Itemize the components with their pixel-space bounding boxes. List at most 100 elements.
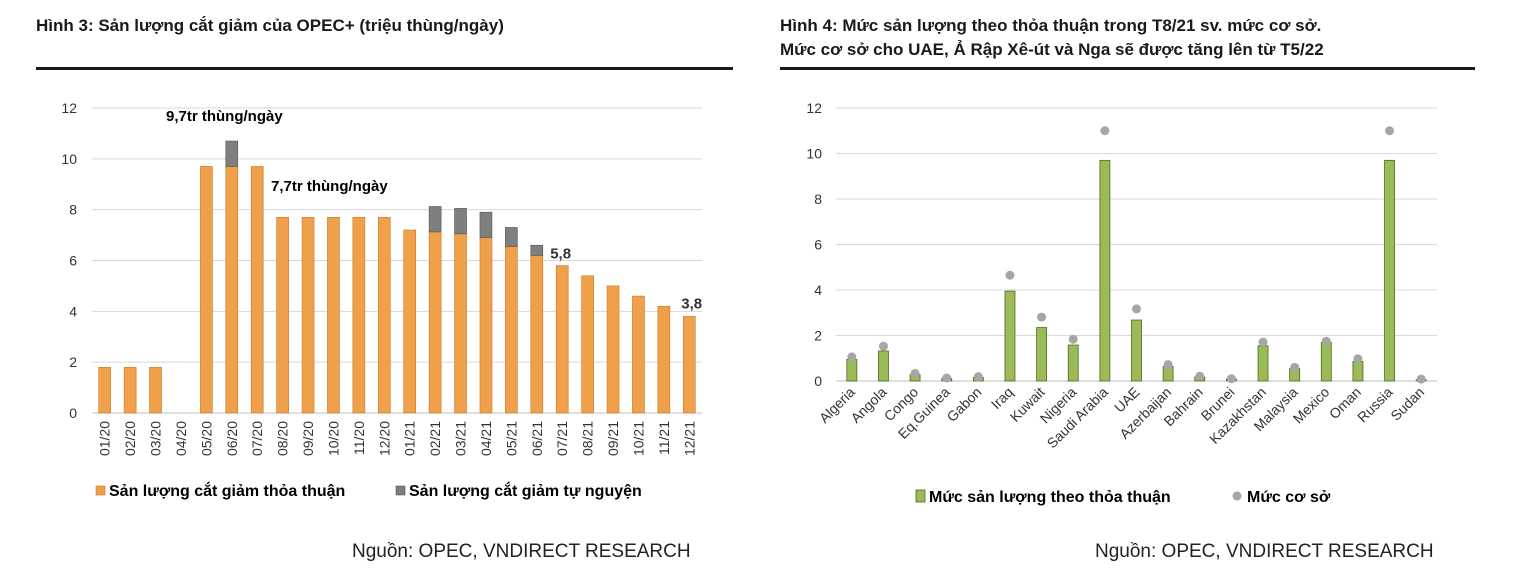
legend-swatch-agreed [95,485,106,496]
bar-agreed-cut [657,305,671,414]
y-tick-label: 2 [69,354,77,370]
x-tick-label: 03/21 [453,421,469,456]
x-tick-label: 08/21 [580,421,596,456]
baseline-dot [1258,337,1268,347]
baseline-dot [1100,126,1110,136]
baseline-dot [1385,126,1395,136]
baseline-dot [910,368,920,378]
bar-agreed-production [1004,290,1016,382]
baseline-dot [1005,270,1015,280]
x-tick-label: 07/20 [249,421,265,456]
x-tick-label: 03/20 [148,421,164,456]
y-tick-label: 8 [814,191,822,207]
baseline-dot [1321,336,1331,346]
baseline-dot [878,341,888,351]
y-tick-label: 0 [814,373,822,389]
baseline-dot [973,372,983,382]
x-tick-label: 06/20 [224,421,240,456]
bar-agreed-production [1131,319,1142,382]
bar-agreed-cut [581,275,594,414]
bar-agreed-production [1384,159,1395,382]
y-tick-label: 8 [69,202,77,218]
bar-agreed-cut [98,366,112,414]
figure-4-title-line2: Mức cơ sở cho UAE, Ả Rập Xê-út và Nga sẽ… [780,40,1324,59]
y-tick-label: 10 [806,146,822,162]
figure-3-source: Nguồn: OPEC, VNDIRECT RESEARCH [352,541,691,562]
baseline-dot [847,352,857,362]
y-tick-label: 0 [69,405,77,421]
x-tick-label: 06/21 [529,421,545,456]
bar-voluntary-cut [428,206,442,233]
bar-voluntary-cut [454,208,467,235]
baseline-dot [1195,371,1205,381]
baseline-dot [942,373,952,383]
legend-swatch-baseline [1232,491,1242,501]
bar-agreed-production [1320,341,1332,382]
bar-agreed-cut [403,229,417,414]
legend-label-baseline: Mức cơ sở [1247,489,1331,506]
annotation-value-3-8: 3,8 [681,295,702,312]
bar-agreed-cut [276,216,289,414]
bar-agreed-production [1099,159,1111,382]
x-tick-label: 01/21 [402,421,418,456]
bar-agreed-cut [250,166,264,414]
bar-agreed-production [1067,344,1079,382]
y-tick-label: 6 [69,253,77,269]
legend-label-voluntary: Sản lượng cắt giảm tự nguyện [409,481,642,500]
legend-label-agreed: Sản lượng cắt giảm thỏa thuận [109,481,345,500]
baseline-dot [1226,374,1236,384]
bar-agreed-cut [352,216,366,414]
x-tick-label: 02/20 [122,421,138,456]
bar-voluntary-cut [225,140,239,167]
figure-3-divider [36,67,733,70]
bar-agreed-cut [606,285,620,414]
y-tick-label: 2 [814,328,822,344]
x-tick-label: 10/20 [325,421,341,456]
baseline-dot [1163,360,1173,370]
y-tick-label: 12 [61,100,77,116]
bar-agreed-production [846,358,858,382]
figure-4-panel: Hình 4: Mức sản lượng theo thỏa thuận tr… [780,0,1500,62]
bar-voluntary-cut [505,227,518,247]
baseline-dot [1037,312,1047,322]
y-tick-label: 12 [806,100,822,116]
bar-voluntary-cut [530,244,544,256]
x-tick-label: 02/21 [427,421,443,456]
bar-agreed-production [1036,327,1048,382]
bar-agreed-cut [327,216,340,414]
baseline-dot [1290,362,1300,372]
y-tick-label: 4 [814,282,822,298]
x-tick-label: Gabon [943,384,984,425]
x-tick-label: 11/20 [351,421,367,455]
bar-agreed-cut [632,295,645,414]
x-tick-label: 01/20 [97,421,113,456]
baseline-dot [1068,334,1078,344]
x-tick-label: 04/20 [173,421,189,456]
figure-4-divider [780,67,1475,70]
baseline-dot [1416,374,1426,384]
bar-agreed-cut [682,316,696,414]
figure-3-panel: Hình 3: Sản lượng cắt giảm của OPEC+ (tr… [36,0,736,38]
bar-agreed-cut [123,366,137,414]
figure-3-title: Hình 3: Sản lượng cắt giảm của OPEC+ (tr… [36,16,504,35]
bar-agreed-production [1352,361,1364,382]
x-tick-label: 10/21 [630,421,646,456]
y-tick-label: 4 [69,303,77,319]
x-tick-label: 12/21 [681,421,697,456]
legend-swatch-voluntary [395,485,406,496]
x-tick-label: 12/20 [376,421,392,456]
bar-agreed-cut [377,216,391,414]
figure-4-source: Nguồn: OPEC, VNDIRECT RESEARCH [1095,541,1434,562]
x-tick-label: 09/21 [605,421,621,456]
x-tick-label: 09/20 [300,421,316,456]
figure-4-title-line1: Hình 4: Mức sản lượng theo thỏa thuận tr… [780,16,1322,35]
x-tick-label: 04/21 [478,421,494,456]
annotation-cut-7-7: 7,7tr thùng/ngày [271,178,388,195]
annotation-value-5-8: 5,8 [550,246,571,263]
x-tick-label: 08/20 [275,421,291,456]
y-tick-label: 10 [61,151,77,167]
annotation-peak-cut: 9,7tr thùng/ngày [166,108,283,125]
legend-swatch-agreed-production [915,489,926,503]
baseline-dot [1353,354,1363,364]
